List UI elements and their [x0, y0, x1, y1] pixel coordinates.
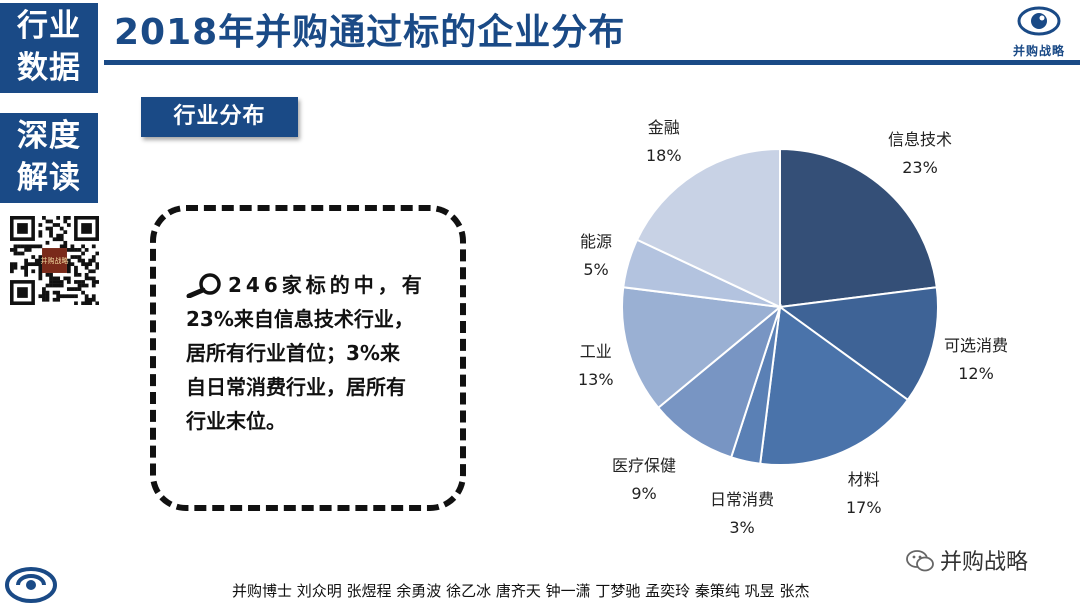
pie-slice-consumer-discretionary	[777, 286, 939, 402]
slice-label-healthcare: 医疗保健 9%	[612, 452, 676, 508]
sidebar-tab-industry-data[interactable]: 行业 数据	[0, 3, 98, 93]
tab-line: 行业	[17, 8, 81, 44]
slice-value: 17%	[846, 498, 882, 517]
brand-logo: 并购战略	[1008, 6, 1070, 60]
footer-credits: 并购博士 刘众明 张煜程 余勇波 徐乙冰 唐齐天 钟一潇 丁梦驰 孟奕玲 秦策纯…	[232, 582, 810, 600]
pie-chart	[621, 147, 939, 466]
tab-line: 数据	[17, 50, 81, 86]
slice-value: 12%	[958, 364, 994, 383]
slice-label-industrials: 工业 13%	[578, 338, 614, 394]
footer-brand-logo	[4, 566, 58, 608]
slice-category: 工业	[579, 342, 612, 361]
slice-value: 13%	[578, 370, 614, 389]
slice-value: 18%	[646, 146, 682, 165]
slice-value: 5%	[583, 260, 609, 279]
callout-line: 行业末位。	[186, 409, 286, 433]
pie-slice-industrials	[621, 286, 783, 410]
slice-label-materials: 材料 17%	[846, 466, 882, 522]
qr-code: 并购战略	[10, 216, 100, 306]
wechat-icon	[906, 550, 934, 572]
callout-line: 23%来自信息技术行业，	[186, 307, 414, 331]
wechat-name: 并购战略	[940, 550, 1029, 575]
slice-category: 可选消费	[944, 336, 1009, 355]
slice-value: 9%	[631, 484, 657, 503]
slice-category: 日常消费	[710, 490, 775, 509]
callout-line: 246家标的中，有	[228, 273, 426, 297]
swirl-logo-icon	[5, 567, 57, 603]
callout-frame	[150, 205, 466, 511]
pie-slice-materials	[759, 305, 910, 466]
brand-logo-caption: 并购战略	[1012, 44, 1065, 58]
sidebar-tab-deep-reading[interactable]: 深度 解读	[0, 113, 98, 203]
title-divider	[104, 60, 1080, 65]
pie-slice-info-tech	[779, 147, 938, 309]
slice-category: 能源	[580, 232, 613, 251]
page-title: 2018年并购通过标的企业分布	[114, 12, 626, 53]
slice-category: 材料	[847, 470, 880, 489]
callout-line: 自日常消费行业，居所有	[186, 375, 406, 399]
slice-label-consumer-staples: 日常消费 3%	[710, 486, 774, 542]
pie-slice-financials	[635, 147, 781, 309]
magnifier-icon	[186, 273, 221, 298]
slice-value: 23%	[902, 158, 938, 177]
callout-text: 246家标的中，有 23%来自信息技术行业， 居所有行业首位；3%来 自日常消费…	[186, 268, 456, 438]
slice-category: 信息技术	[888, 130, 953, 149]
slice-category: 金融	[647, 118, 680, 137]
slice-label-energy: 能源 5%	[580, 228, 612, 284]
callout-line: 居所有行业首位；3%来	[186, 341, 400, 365]
tab-line: 解读	[17, 160, 81, 196]
pie-slice-healthcare	[656, 304, 783, 459]
slice-category: 医疗保健	[612, 456, 677, 475]
qr-badge-text: 并购战略	[41, 256, 69, 265]
slice-value: 3%	[729, 518, 755, 537]
eye-icon	[1017, 6, 1061, 36]
tab-line: 深度	[17, 118, 81, 154]
slice-label-financials: 金融 18%	[646, 114, 682, 170]
section-label: 行业分布	[141, 97, 298, 137]
slice-label-info-tech: 信息技术 23%	[888, 126, 952, 182]
slice-label-consumer-discretionary: 可选消费 12%	[944, 332, 1008, 388]
wechat-account[interactable]: 并购战略	[906, 544, 1028, 576]
